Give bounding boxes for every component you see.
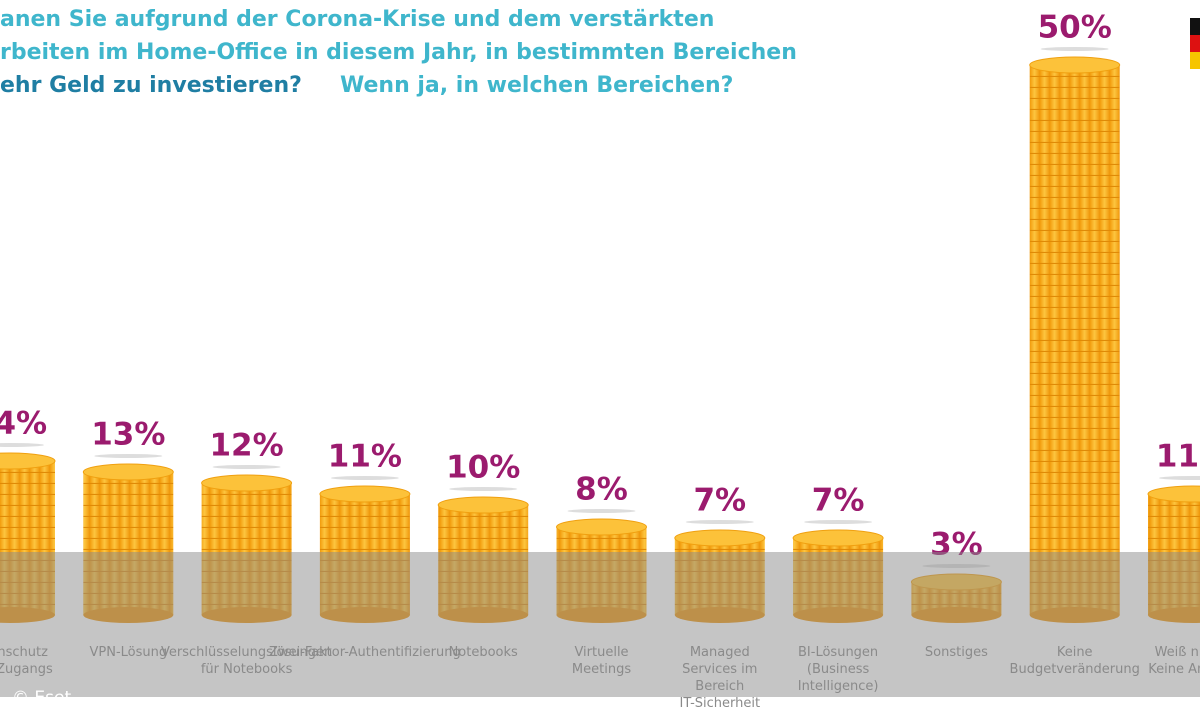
title-line: rbeiten im Home-Office in diesem Jahr, i… (0, 40, 797, 65)
value-label: 7% (812, 483, 865, 519)
title-line: ehr Geld zu investieren? (0, 73, 302, 98)
x-tick-label: Verschlüsselungslösungen für Notebooks (161, 645, 332, 677)
coin-top (556, 518, 647, 536)
label-shadow (212, 465, 281, 469)
coin-top (82, 463, 174, 481)
coin-top (319, 485, 411, 503)
label-shadow (330, 476, 399, 480)
coin-top (0, 452, 56, 470)
label-shadow (449, 487, 518, 491)
coin-top (674, 529, 766, 547)
label-shadow (685, 520, 754, 524)
label-shadow (1159, 476, 1200, 480)
value-label: 14% (0, 406, 47, 442)
label-shadow (804, 520, 873, 524)
x-tick-label: Virenschutzund Zugangs (0, 645, 53, 677)
coin-stack (1029, 65, 1120, 615)
label-shadow (567, 509, 636, 513)
x-tick-label: Zwei-Faktor-Authentifizierung (269, 645, 461, 660)
x-tick-label: BI-Lösungen (Business Intelligence) (798, 645, 879, 694)
coin-top (437, 496, 529, 514)
value-label: 8% (575, 472, 628, 508)
subtitle: Wenn ja, in welchen Bereichen? (340, 73, 733, 98)
value-label: 10% (446, 450, 520, 486)
source: © Eset (12, 688, 71, 708)
x-tick-label: Notebooks (449, 645, 518, 660)
value-label: 11% (328, 439, 402, 475)
value-label: 11% (1156, 439, 1200, 475)
x-tick-label: Virtuelle Meetings (572, 645, 631, 677)
value-label: 7% (693, 483, 746, 519)
label-shadow (1040, 47, 1109, 51)
x-tick-label: Weiß nicht /Keine Angabe (1148, 645, 1200, 677)
x-tick-label: Keine Budgetveränderung (1010, 645, 1140, 677)
overlay (0, 552, 1200, 697)
value-label: 50% (1038, 10, 1112, 46)
label-shadow (0, 443, 44, 447)
x-tick-label: VPN-Lösung (89, 645, 167, 660)
coin-top (1147, 485, 1200, 503)
label-shadow (94, 454, 163, 458)
coin-top (201, 474, 293, 492)
coin-top (792, 529, 884, 547)
value-label: 13% (91, 417, 165, 453)
coin-top (1029, 56, 1121, 74)
flag (1190, 18, 1200, 69)
x-tick-label: Sonstiges (925, 645, 988, 660)
value-label: 12% (209, 428, 283, 464)
x-tick-label: Managed Services im Bereich IT-Sicherheit (680, 645, 761, 711)
title-line: anen Sie aufgrund der Corona-Krise und d… (0, 7, 714, 32)
